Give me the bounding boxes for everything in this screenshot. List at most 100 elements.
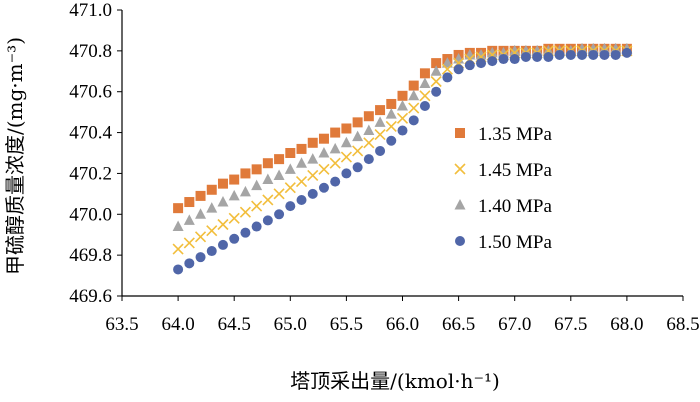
- data-point: [509, 44, 521, 56]
- x-tick-label: 67.0: [498, 314, 531, 335]
- y-tick-label: 470.4: [69, 123, 112, 144]
- data-point: [419, 90, 431, 102]
- data-point: [217, 218, 229, 231]
- data-point: [239, 185, 251, 197]
- x-tick-label: 63.5: [105, 314, 138, 335]
- x-tick-label: 65.0: [274, 314, 307, 335]
- data-point: [307, 153, 319, 164]
- data-point: [363, 124, 375, 136]
- x-tick-label: 66.5: [442, 314, 475, 335]
- data-point: [194, 231, 207, 243]
- data-point: [206, 184, 217, 195]
- data-point: [396, 112, 409, 124]
- data-point: [251, 164, 262, 175]
- data-point: [419, 77, 431, 89]
- data-point: [262, 194, 274, 206]
- x-tick-label: 66.0: [386, 314, 419, 335]
- data-point: [363, 154, 374, 165]
- data-point: [251, 179, 263, 191]
- data-point: [599, 49, 610, 60]
- data-point: [386, 135, 397, 146]
- series-1-40-mpa: [172, 42, 633, 232]
- data-point: [363, 111, 374, 122]
- x-axis-label: 塔顶采出量/(kmol·h⁻¹): [290, 369, 500, 393]
- legend-label: 1.40 MPa: [478, 196, 552, 217]
- data-point: [375, 105, 386, 116]
- data-point: [565, 49, 576, 60]
- legend: 1.35 MPa 1.45 MPa 1.40 MPa 1.50 MPa: [454, 124, 552, 253]
- data-point: [173, 203, 184, 214]
- y-tick-label: 470.2: [69, 163, 112, 184]
- data-point: [408, 89, 420, 101]
- legend-label: 1.35 MPa: [478, 124, 552, 145]
- data-point: [374, 116, 386, 127]
- data-point: [340, 151, 352, 163]
- data-point: [285, 148, 296, 158]
- data-point: [318, 133, 329, 144]
- data-point: [307, 137, 318, 148]
- data-point: [476, 58, 487, 69]
- y-tick-label: 469.8: [69, 245, 112, 266]
- data-point: [229, 233, 240, 244]
- data-point: [329, 142, 341, 154]
- legend-label: 1.45 MPa: [478, 160, 552, 181]
- data-point: [206, 225, 218, 237]
- y-tick-label: 470.8: [69, 41, 112, 62]
- data-point: [307, 188, 318, 199]
- y-tick-label: 470.0: [69, 204, 112, 225]
- data-point: [307, 169, 319, 182]
- series-1-45-mpa: [172, 45, 633, 255]
- data-point: [206, 202, 218, 213]
- axes: [117, 9, 684, 301]
- y-axis-label: 甲硫醇质量浓度/(mg·m⁻³): [3, 37, 27, 275]
- data-point: [543, 51, 554, 62]
- data-point: [296, 143, 307, 154]
- data-point: [274, 209, 285, 220]
- data-point: [228, 212, 240, 224]
- data-point: [419, 68, 430, 79]
- data-point: [497, 46, 509, 58]
- data-point: [273, 188, 285, 200]
- data-point: [217, 239, 228, 250]
- data-point: [206, 246, 217, 257]
- data-point: [284, 163, 296, 174]
- y-tick-label: 470.6: [69, 82, 112, 103]
- data-point: [239, 206, 251, 218]
- data-point: [363, 137, 375, 149]
- data-point: [318, 163, 330, 175]
- data-point: [296, 157, 308, 168]
- data-point: [442, 72, 453, 83]
- x-tick-labels: 63.5 64.0 64.5 65.0 65.5 66.0 66.5 67.0 67.5 68.0…: [105, 314, 699, 335]
- y-tick-label: 471.0: [69, 0, 112, 21]
- y-tick-labels: 469.6 469.8 470.0 470.2 470.4 470.6 470.8 471.0: [69, 0, 112, 307]
- data-point: [262, 173, 274, 185]
- data-point: [262, 158, 273, 169]
- data-point: [532, 51, 543, 62]
- data-point: [375, 145, 386, 156]
- data-point: [486, 46, 498, 58]
- data-point: [498, 54, 509, 65]
- series-1-50-mpa: [173, 47, 632, 275]
- data-point: [397, 125, 408, 136]
- data-point: [240, 168, 251, 179]
- data-point: [330, 176, 341, 187]
- data-point: [431, 58, 442, 69]
- data-point: [431, 86, 442, 97]
- legend-marker: [455, 128, 465, 138]
- data-point: [330, 127, 341, 138]
- data-point: [228, 189, 240, 201]
- data-point: [408, 80, 419, 91]
- data-point: [475, 48, 487, 60]
- data-point: [251, 221, 262, 232]
- data-point: [183, 237, 195, 249]
- data-point: [577, 49, 588, 60]
- data-point: [385, 120, 397, 133]
- data-point: [340, 136, 352, 148]
- data-point: [341, 123, 352, 134]
- data-point: [195, 190, 206, 201]
- data-point: [183, 214, 195, 225]
- data-point: [172, 220, 184, 232]
- data-point: [464, 60, 475, 71]
- data-point: [374, 129, 386, 141]
